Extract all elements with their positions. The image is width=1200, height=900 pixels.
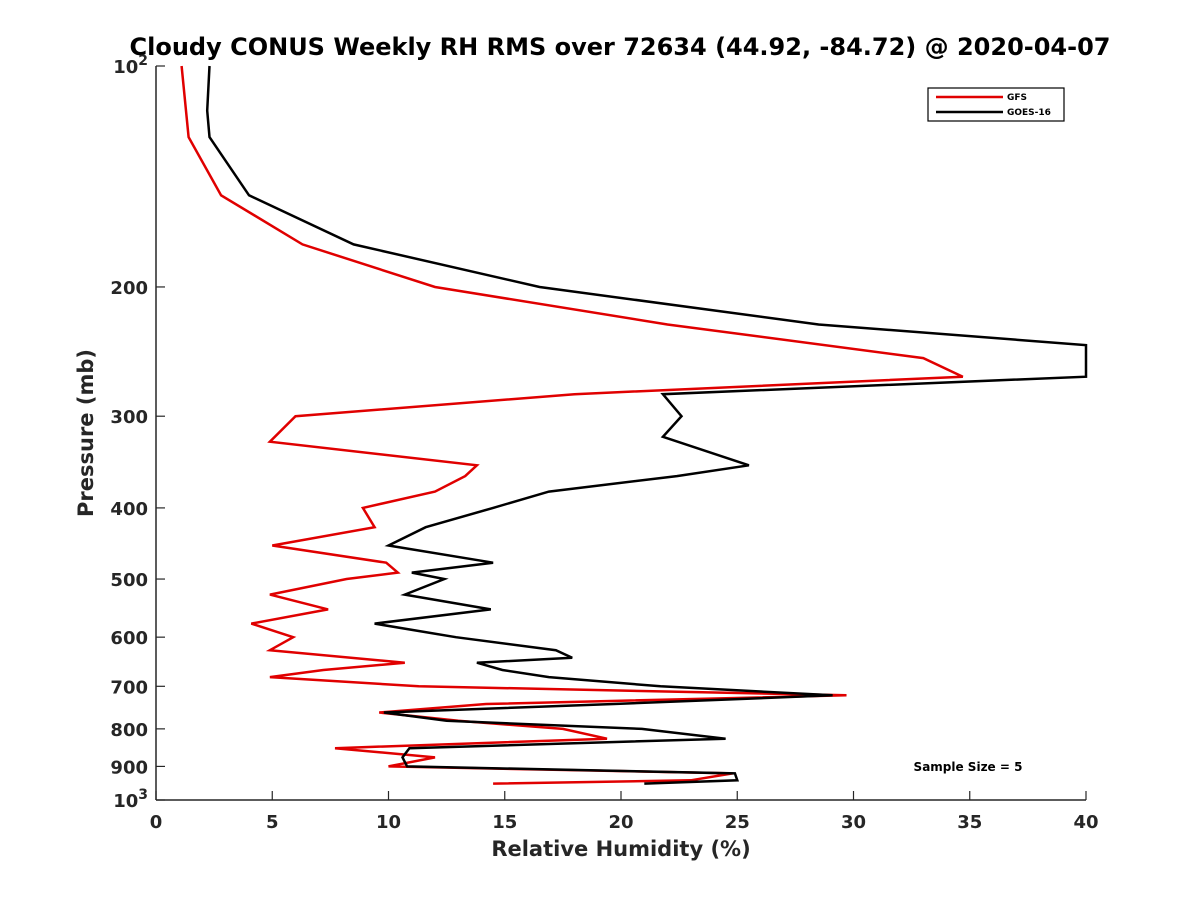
x-axis-ticks: 0 5 10 15 20 25 30 35 40 bbox=[150, 791, 1099, 833]
y-tick-label: 200 bbox=[110, 278, 148, 299]
y-axis-label: Pressure (mb) bbox=[74, 349, 98, 517]
series-line-goes-16 bbox=[205, 65, 1088, 785]
chart-title: Cloudy CONUS Weekly RH RMS over 72634 (4… bbox=[130, 33, 1111, 61]
x-tick-label: 10 bbox=[376, 812, 401, 833]
legend-label-goes-16: GOES-16 bbox=[1007, 108, 1051, 118]
plot-background bbox=[156, 66, 1086, 800]
y-tick-label: 600 bbox=[110, 628, 148, 649]
y-tick-label: 400 bbox=[110, 499, 148, 520]
x-tick-label: 5 bbox=[266, 812, 279, 833]
x-tick-label: 30 bbox=[841, 812, 866, 833]
y-tick-label: 900 bbox=[110, 757, 148, 778]
y-tick-label: 700 bbox=[110, 677, 148, 698]
sample-size-annotation: Sample Size = 5 bbox=[914, 760, 1023, 774]
x-tick-label: 20 bbox=[608, 812, 633, 833]
x-tick-label: 0 bbox=[150, 812, 163, 833]
y-tick-label: 500 bbox=[110, 570, 148, 591]
legend-box bbox=[927, 87, 1065, 122]
plot-area bbox=[155, 66, 1086, 801]
y-tick-label: 300 bbox=[110, 407, 148, 428]
y-axis-ticks: 102 200 300 400 500 600 700 800 900 103 bbox=[110, 53, 165, 812]
y-tick-label: 102 bbox=[113, 53, 148, 78]
x-tick-label: 40 bbox=[1073, 812, 1098, 833]
legend-label-gfs: GFS bbox=[1007, 93, 1027, 103]
x-axis-label: Relative Humidity (%) bbox=[491, 837, 750, 861]
x-tick-label: 15 bbox=[492, 812, 517, 833]
series-line-gfs bbox=[180, 65, 964, 785]
y-tick-label: 103 bbox=[113, 787, 148, 812]
x-tick-label: 35 bbox=[957, 812, 982, 833]
x-tick-label: 25 bbox=[725, 812, 750, 833]
series-layer bbox=[180, 65, 1088, 785]
y-tick-label: 800 bbox=[110, 720, 148, 741]
legend: GFS GOES-16 bbox=[927, 87, 1065, 122]
